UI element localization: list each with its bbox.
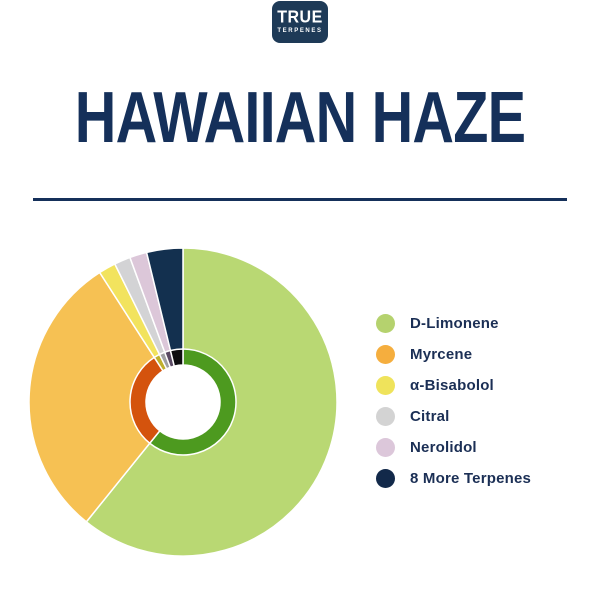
legend-label: Citral xyxy=(410,408,450,425)
legend-item-4: Nerolidol xyxy=(376,438,531,457)
legend-swatch xyxy=(376,438,395,457)
chart-legend: D-Limonene Myrcene α-Bisabolol Citral Neroli… xyxy=(376,314,531,488)
pie-slice-1 xyxy=(28,271,184,523)
logo-text-terpenes: TERPENES xyxy=(277,28,323,34)
legend-swatch xyxy=(376,407,395,426)
legend-swatch xyxy=(376,376,395,395)
brand-logo: TRUE TERPENES xyxy=(272,1,328,43)
legend-item-2: α-Bisabolol xyxy=(376,376,531,395)
legend-item-5: 8 More Terpenes xyxy=(376,469,531,488)
legend-swatch xyxy=(376,314,395,333)
terpene-pie-chart xyxy=(28,247,338,557)
legend-item-0: D-Limonene xyxy=(376,314,531,333)
legend-item-3: Citral xyxy=(376,407,531,426)
legend-swatch xyxy=(376,345,395,364)
legend-label: Myrcene xyxy=(410,346,473,363)
divider-line xyxy=(33,198,567,201)
legend-label: 8 More Terpenes xyxy=(410,470,532,487)
legend-swatch xyxy=(376,469,395,488)
legend-label: D-Limonene xyxy=(410,315,499,332)
logo-text-true: TRUE xyxy=(277,8,323,27)
legend-label: α-Bisabolol xyxy=(410,377,494,394)
legend-label: Nerolidol xyxy=(410,439,477,456)
donut-center-hole xyxy=(146,365,220,439)
legend-item-1: Myrcene xyxy=(376,345,531,364)
page-title: HAWAIIAN HAZE xyxy=(74,78,526,158)
